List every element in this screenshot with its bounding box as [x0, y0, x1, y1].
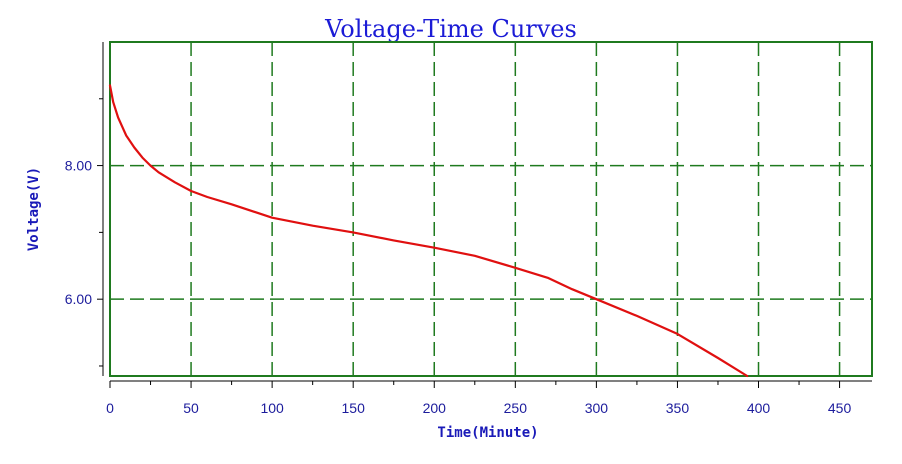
x-tick-label: 350	[666, 400, 690, 416]
x-tick-labels: 0 50 100 150 200 250 300 350 400 450	[106, 400, 851, 416]
axes	[97, 42, 872, 388]
y-tick-label: 8.00	[65, 158, 92, 174]
x-tick-label: 50	[183, 400, 199, 416]
grid-lines	[110, 42, 872, 376]
x-axis-label: Time(Minute)	[437, 425, 538, 441]
series-line	[108, 84, 749, 378]
x-tick-label: 250	[504, 400, 528, 416]
x-tick-label: 200	[423, 400, 447, 416]
y-axis-label: Voltage(V)	[26, 167, 42, 251]
data-series	[108, 84, 749, 378]
y-tick-label: 6.00	[65, 291, 92, 307]
x-tick-label: 400	[747, 400, 771, 416]
x-tick-label: 300	[585, 400, 609, 416]
plot-frame	[109, 41, 873, 377]
x-tick-label: 150	[342, 400, 366, 416]
chart-title: Voltage-Time Curves	[324, 15, 577, 43]
x-tick-label: 100	[260, 400, 284, 416]
x-tick-label: 450	[828, 400, 852, 416]
x-tick-label: 0	[106, 400, 114, 416]
y-tick-labels: 6.00 8.00	[65, 158, 92, 308]
